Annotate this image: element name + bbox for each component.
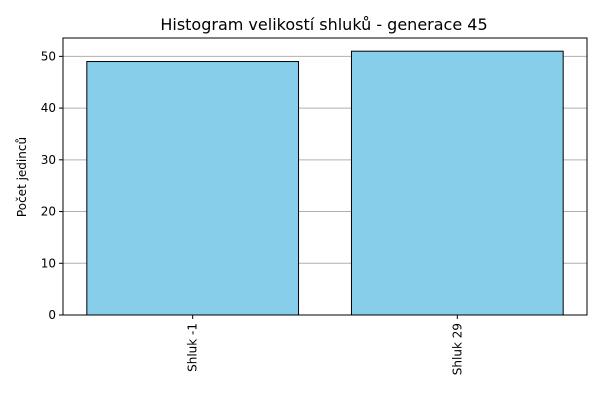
- x-tick-label: Shluk -1: [186, 323, 200, 372]
- y-tick-label: 40: [41, 101, 56, 115]
- bar: [86, 61, 300, 316]
- y-axis-label: Počet jedinců: [15, 137, 29, 217]
- bar: [350, 50, 564, 316]
- y-tick-label: 20: [41, 205, 56, 219]
- y-tick-label: 10: [41, 256, 56, 270]
- axes-frame: [62, 37, 588, 316]
- x-axis-ticks: Shluk -1 Shluk 29: [186, 315, 464, 375]
- y-tick-label: 50: [41, 49, 56, 63]
- bars: [86, 50, 564, 316]
- x-tick-label: Shluk 29: [450, 323, 464, 375]
- chart-title: Histogram velikostí shluků - generace 45: [160, 15, 487, 34]
- y-axis-ticks: 0 10 20 30 40 50: [41, 49, 63, 322]
- y-tick-label: 30: [41, 153, 56, 167]
- y-tick-label: 0: [48, 308, 56, 322]
